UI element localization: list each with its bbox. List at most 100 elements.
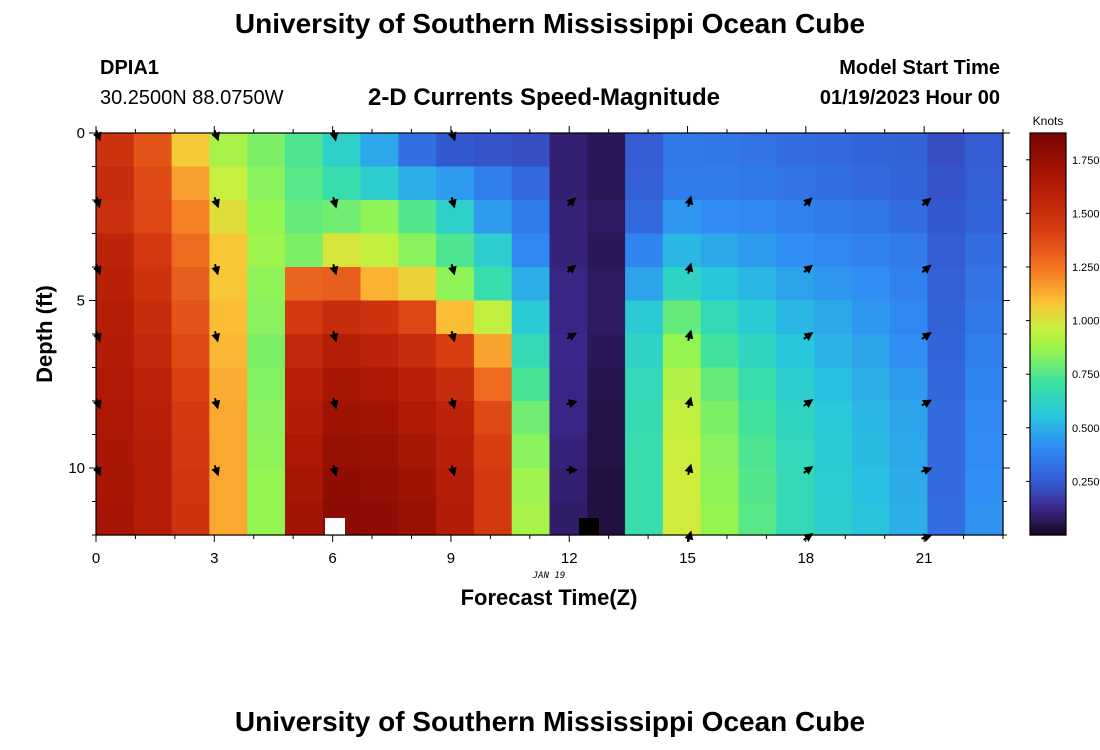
heatmap-cell bbox=[814, 166, 853, 201]
heatmap-cell bbox=[776, 166, 815, 201]
heatmap-cell bbox=[322, 367, 362, 402]
colorbar-swatch bbox=[1030, 464, 1066, 469]
heatmap-cell bbox=[133, 300, 173, 335]
current-vector-arrow bbox=[684, 195, 694, 208]
colorbar-swatch bbox=[1030, 313, 1066, 318]
colorbar-swatch bbox=[1030, 457, 1066, 462]
heatmap-cell bbox=[587, 166, 626, 201]
heatmap-cell bbox=[247, 334, 286, 369]
current-vector-arrow bbox=[566, 264, 577, 274]
heatmap-cell bbox=[322, 434, 362, 469]
heatmap-cell bbox=[927, 367, 966, 402]
current-vector-arrow bbox=[803, 466, 814, 475]
current-vector-arrow bbox=[803, 399, 814, 408]
heatmap-cell bbox=[511, 434, 551, 469]
heatmap-cell bbox=[284, 166, 324, 201]
heatmap-cell bbox=[96, 401, 135, 436]
colorbar-swatch bbox=[1030, 421, 1066, 426]
heatmap-cell bbox=[360, 434, 399, 469]
heatmap-cell bbox=[814, 267, 853, 302]
heatmap-cell bbox=[851, 367, 891, 402]
x-tick-label: 6 bbox=[328, 550, 336, 567]
heatmap-cell bbox=[776, 468, 815, 503]
heatmap-cell bbox=[662, 166, 702, 201]
heatmap-cell bbox=[511, 133, 551, 168]
heatmap-cell bbox=[171, 233, 210, 268]
colorbar-swatch bbox=[1030, 200, 1066, 204]
colorbar-swatch bbox=[1030, 514, 1066, 519]
heatmap-cell bbox=[625, 267, 664, 302]
colorbar-tick-label: 1.250 bbox=[1072, 262, 1100, 274]
heatmap-cell bbox=[549, 401, 588, 436]
heatmap-cell bbox=[889, 334, 929, 369]
colorbar-swatch bbox=[1030, 437, 1066, 442]
colorbar-swatch bbox=[1030, 149, 1066, 154]
heatmap-cell bbox=[587, 300, 626, 335]
current-vector-arrow bbox=[921, 533, 933, 542]
heatmap-cell bbox=[814, 133, 853, 168]
heatmap-cell bbox=[398, 300, 437, 335]
colorbar-swatch bbox=[1030, 447, 1066, 452]
station-id: DPIA1 bbox=[100, 57, 159, 79]
colorbar-swatch bbox=[1030, 246, 1066, 251]
heatmap-cell bbox=[549, 300, 588, 335]
heatmap-cell bbox=[96, 267, 135, 302]
heatmap-cell bbox=[587, 334, 626, 369]
current-vector-arrow bbox=[447, 263, 457, 276]
heatmap-cell bbox=[776, 133, 815, 168]
colorbar: 0.250 0.500 0.750 1.000 1.250 1.500 1.750 bbox=[1026, 133, 1100, 536]
colorbar-swatch bbox=[1030, 283, 1066, 288]
colorbar-swatch bbox=[1030, 210, 1066, 214]
heatmap-cell bbox=[360, 267, 399, 302]
current-vector-arrow bbox=[211, 464, 220, 477]
colorbar-tick-label: 0.500 bbox=[1072, 423, 1100, 435]
x-date-label: JAN 19 bbox=[532, 571, 566, 581]
colorbar-swatch bbox=[1030, 357, 1066, 362]
heatmap-cell bbox=[965, 334, 1004, 369]
colorbar-swatch bbox=[1030, 397, 1066, 402]
colorbar-swatch bbox=[1030, 287, 1066, 292]
heatmap-cell bbox=[436, 200, 475, 235]
heatmap-cell bbox=[587, 200, 626, 235]
heatmap-cell bbox=[247, 133, 286, 168]
heatmap-cell bbox=[96, 300, 135, 335]
heatmap-cell bbox=[587, 468, 626, 503]
heatmap-cell bbox=[398, 501, 437, 536]
current-vector-arrow bbox=[93, 330, 102, 343]
colorbar-swatch bbox=[1030, 270, 1066, 275]
heatmap-cell bbox=[738, 133, 777, 168]
heatmap-cell bbox=[436, 267, 475, 302]
heatmap-cell bbox=[776, 367, 815, 402]
colorbar-swatch bbox=[1030, 293, 1066, 298]
heatmap-cell bbox=[511, 468, 551, 503]
x-axis-label: Forecast Time(Z) bbox=[461, 585, 638, 610]
current-vector-arrow bbox=[329, 397, 339, 410]
heatmap-cell bbox=[700, 367, 740, 402]
heatmap-cell bbox=[322, 300, 362, 335]
heatmap-cell bbox=[473, 267, 513, 302]
heatmap-cell bbox=[625, 401, 664, 436]
heatmap-cell bbox=[851, 133, 891, 168]
heatmap-cell bbox=[889, 166, 929, 201]
colorbar-swatch bbox=[1030, 213, 1066, 218]
colorbar-swatch bbox=[1030, 240, 1066, 245]
heatmap-cell bbox=[889, 434, 929, 469]
colorbar-swatch bbox=[1030, 216, 1066, 221]
heatmap-cell bbox=[96, 367, 135, 402]
heatmap-cell bbox=[133, 468, 173, 503]
heatmap-cell bbox=[662, 300, 702, 335]
heatmap-cell bbox=[511, 401, 551, 436]
heatmap-cell bbox=[322, 133, 362, 168]
heatmap-cell bbox=[814, 367, 853, 402]
heatmap-cell bbox=[133, 200, 173, 235]
heatmap-cell bbox=[209, 200, 248, 235]
model-start-value: 01/19/2023 Hour 00 bbox=[819, 87, 1000, 109]
heatmap-cell bbox=[322, 468, 362, 503]
colorbar-swatch bbox=[1030, 431, 1066, 436]
heatmap-cell bbox=[171, 133, 210, 168]
heatmap-cell bbox=[738, 200, 777, 235]
heatmap-cell bbox=[889, 367, 929, 402]
heatmap-cell bbox=[436, 133, 475, 168]
heatmap-cell bbox=[738, 367, 777, 402]
colorbar-swatch bbox=[1030, 367, 1066, 372]
